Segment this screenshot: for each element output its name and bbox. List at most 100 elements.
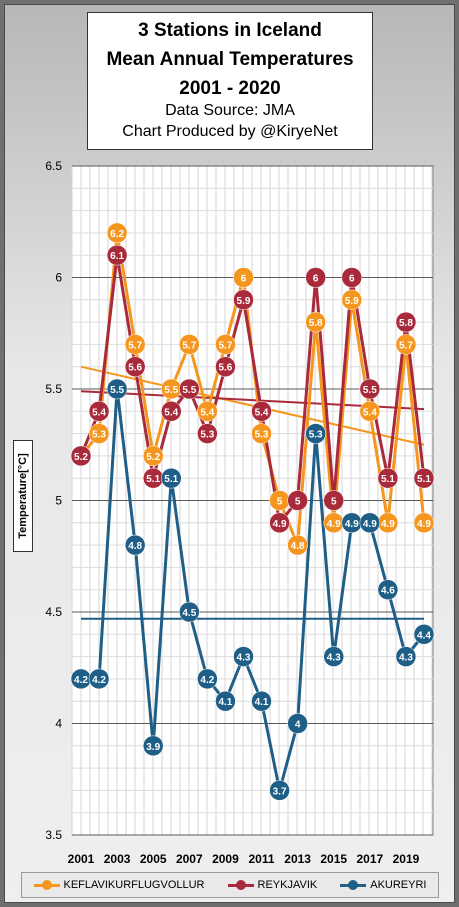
data-label: 5.6: [128, 363, 142, 374]
data-label: 4.4: [417, 630, 431, 641]
legend-label-keflavik: KEFLAVIKURFLUGVOLLUR: [63, 879, 205, 891]
data-point: [215, 334, 236, 355]
y-tick-label: 4.5: [45, 605, 62, 619]
x-tick-label: 2005: [140, 852, 167, 866]
data-label: 4.3: [399, 653, 413, 664]
chart-title-line-1: 3 Stations in Iceland: [138, 20, 322, 41]
data-point: [88, 423, 110, 444]
data-point: [179, 334, 200, 355]
data-label: 4.8: [291, 541, 305, 552]
data-label: 5.9: [237, 296, 251, 307]
data-label: 5.5: [110, 385, 124, 396]
x-tick-label: 2019: [393, 852, 420, 866]
y-tick-label: 3.5: [45, 828, 62, 842]
data-label: 4: [295, 720, 301, 731]
data-label: 5.4: [255, 407, 269, 418]
data-label: 5.7: [218, 340, 232, 351]
data-label: 5: [295, 497, 301, 508]
data-point: [142, 735, 164, 757]
data-label: 4.9: [327, 519, 341, 530]
data-label: 5.7: [182, 340, 196, 351]
data-point: [233, 267, 254, 288]
data-label: 6: [241, 274, 247, 285]
data-point: [70, 445, 92, 467]
chart-subtitle-credit: Chart Produced by @KiryeNet: [122, 123, 338, 140]
chart-title-line-3: 2001 - 2020: [179, 78, 281, 99]
x-tick-label: 2009: [212, 852, 239, 866]
data-point: [233, 289, 254, 311]
data-point: [179, 378, 200, 400]
data-label: 5.6: [218, 363, 232, 374]
x-tick-label: 2011: [249, 852, 275, 866]
data-point: [251, 690, 272, 712]
data-point: [124, 356, 146, 377]
data-label: 4.2: [200, 675, 214, 686]
data-label: 4.9: [417, 519, 431, 530]
x-tick-label: 2003: [104, 852, 131, 866]
data-point: [269, 780, 290, 801]
data-point: [413, 467, 435, 489]
data-point: [197, 423, 218, 444]
data-label: 5.4: [200, 407, 214, 418]
x-tick-label: 2001: [68, 852, 95, 866]
y-tick-label: 6.5: [45, 159, 62, 173]
data-point: [215, 690, 236, 712]
data-label: 4.1: [255, 697, 269, 708]
data-point: [88, 668, 110, 690]
legend: KEFLAVIKURFLUGVOLLUR REYKJAVIK AKUREYRI: [21, 872, 439, 898]
x-tick-label: 2007: [176, 852, 203, 866]
data-label: 4.9: [381, 519, 395, 530]
legend-label-reykjavik: REYKJAVIK: [257, 879, 318, 891]
data-point: [197, 668, 218, 690]
data-label: 5.1: [164, 474, 178, 485]
data-label: 4.1: [218, 697, 232, 708]
legend-item-reykjavik: REYKJAVIK: [227, 879, 318, 891]
data-point: [359, 512, 381, 534]
data-point: [251, 423, 272, 444]
y-tick-label: 4: [55, 717, 62, 731]
data-point: [142, 445, 164, 467]
data-label: 6: [313, 274, 319, 285]
data-label: 6: [349, 274, 355, 285]
data-point: [106, 222, 128, 244]
data-label: 3.7: [273, 786, 287, 797]
data-label: 4.2: [74, 675, 88, 686]
data-label: 5.3: [92, 430, 106, 441]
x-tick-labels: 2001 2003 2005 2007 2009 2011 2013 2015 2017 2019: [68, 852, 420, 866]
data-label: 5.4: [92, 407, 106, 418]
data-label: 6.2: [110, 229, 124, 240]
data-label: 4.9: [345, 519, 359, 530]
data-label: 5.7: [399, 340, 413, 351]
data-point: [341, 267, 363, 288]
data-label: 5.9: [345, 296, 359, 307]
data-point: [305, 267, 326, 288]
data-point: [251, 401, 272, 422]
data-point: [287, 713, 308, 734]
x-tick-label: 2017: [356, 852, 383, 866]
data-point: [161, 401, 182, 422]
data-point: [124, 534, 146, 556]
data-point: [287, 534, 308, 556]
data-label: 5.2: [74, 452, 88, 463]
chart-title-line-2: Mean Annual Temperatures: [106, 49, 354, 70]
data-label: 4.9: [273, 519, 287, 530]
data-label: 4.8: [128, 541, 142, 552]
data-point: [395, 646, 417, 667]
y-tick-labels: 3.5 4 4.5 5 5.5 6 6.5: [45, 159, 62, 842]
data-label: 5.5: [182, 385, 196, 396]
data-label: 4.9: [363, 519, 377, 530]
data-label: 4.6: [381, 586, 395, 597]
data-label: 5.3: [255, 430, 269, 441]
data-label: 5.8: [399, 318, 413, 329]
data-point: [233, 646, 254, 667]
data-point: [323, 646, 344, 667]
data-point: [377, 579, 399, 600]
x-tick-label: 2015: [320, 852, 347, 866]
data-point: [88, 401, 110, 422]
y-tick-label: 5: [55, 494, 62, 508]
data-point: [161, 467, 182, 489]
legend-swatch-keflavik: [33, 880, 60, 890]
data-point: [395, 311, 417, 333]
series-line-1: [79, 253, 426, 525]
data-point: [413, 624, 435, 645]
